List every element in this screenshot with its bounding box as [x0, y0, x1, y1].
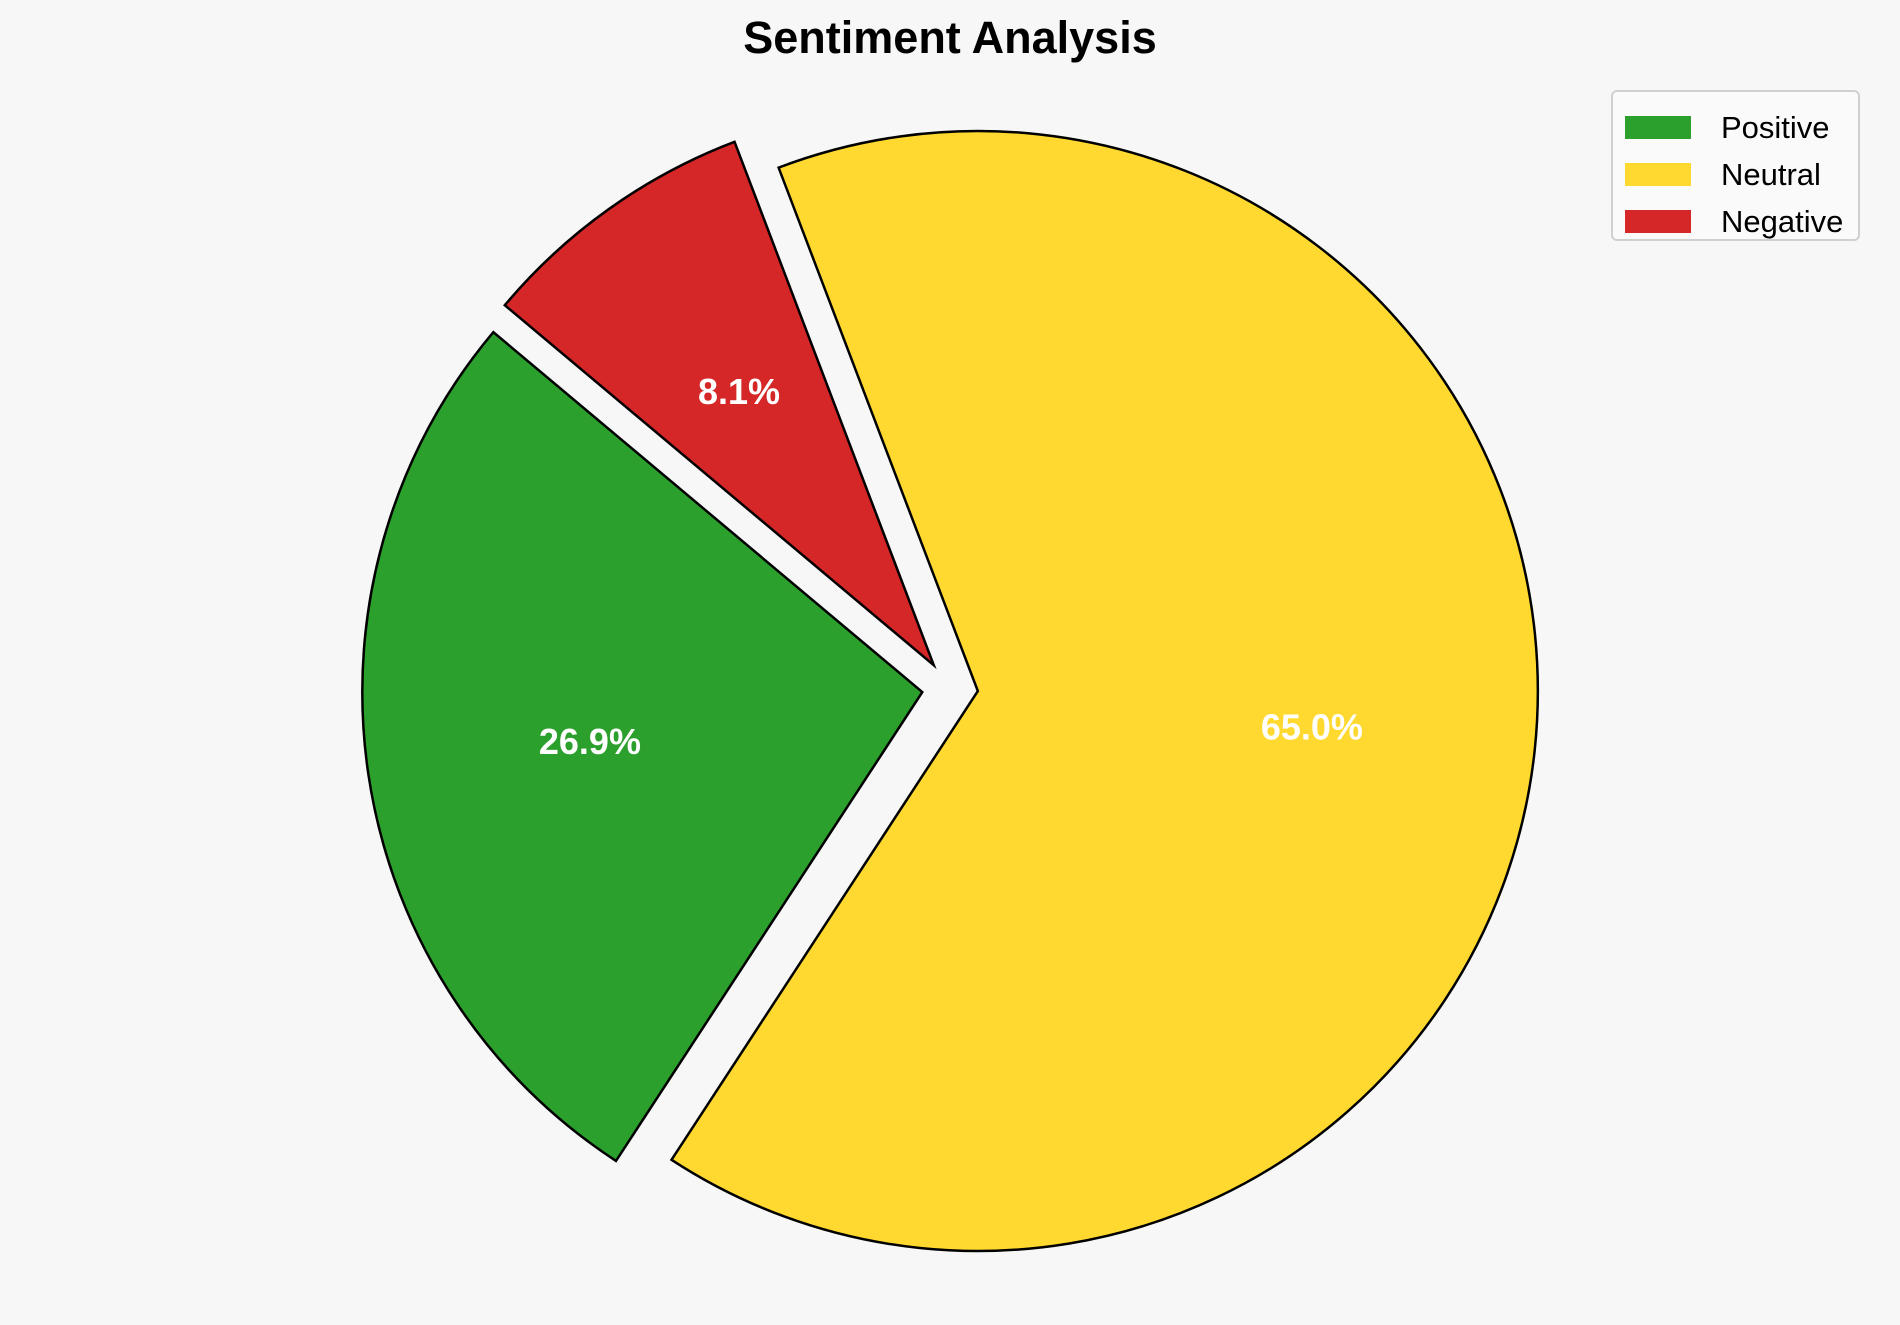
legend-item-positive: Positive	[1625, 104, 1858, 151]
legend-label-neutral: Neutral	[1721, 156, 1821, 192]
chart-title: Sentiment Analysis	[743, 12, 1157, 63]
legend: Positive Neutral Negative	[1611, 90, 1860, 241]
legend-swatch-neutral	[1625, 163, 1691, 186]
legend-label-negative: Negative	[1721, 203, 1844, 239]
legend-swatch-negative	[1625, 210, 1691, 233]
legend-item-negative: Negative	[1625, 198, 1858, 245]
pie-slice-positive	[361, 330, 924, 1163]
legend-swatch-positive	[1625, 116, 1691, 139]
pie-slice-neutral	[669, 129, 1540, 1253]
legend-label-positive: Positive	[1721, 109, 1830, 145]
pie-label-negative: 8.1%	[698, 371, 780, 412]
pie-label-positive: 26.9%	[539, 721, 641, 762]
pie-label-neutral: 65.0%	[1261, 707, 1363, 748]
legend-item-neutral: Neutral	[1625, 151, 1858, 198]
pie-slice-negative	[503, 140, 937, 670]
